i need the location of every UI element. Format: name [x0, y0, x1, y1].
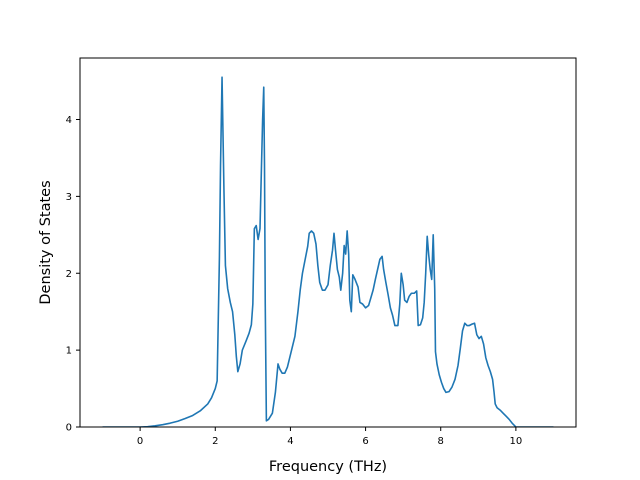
- axes: 0 2 4 6 8 10 0 1 2 3 4: [66, 57, 577, 447]
- y-tick-label: 1: [66, 346, 72, 357]
- x-tick-label: 10: [510, 436, 523, 447]
- x-tick-label: 4: [287, 436, 293, 447]
- x-tick-label: 0: [137, 436, 143, 447]
- y-tick-label: 2: [66, 269, 72, 280]
- axes-frame: [79, 57, 577, 428]
- x-tick-label: 2: [212, 436, 218, 447]
- dos-series-line-0: [102, 76, 554, 427]
- plot-area: [102, 76, 554, 427]
- x-tick-label: 8: [438, 436, 444, 447]
- y-tick-label: 3: [66, 192, 72, 203]
- y-tick-label: 0: [66, 423, 72, 434]
- y-tick-label: 4: [66, 115, 72, 126]
- y-axis-label: Density of States: [38, 180, 54, 304]
- x-axis-label: Frequency (THz): [269, 459, 387, 475]
- x-tick-label: 6: [362, 436, 368, 447]
